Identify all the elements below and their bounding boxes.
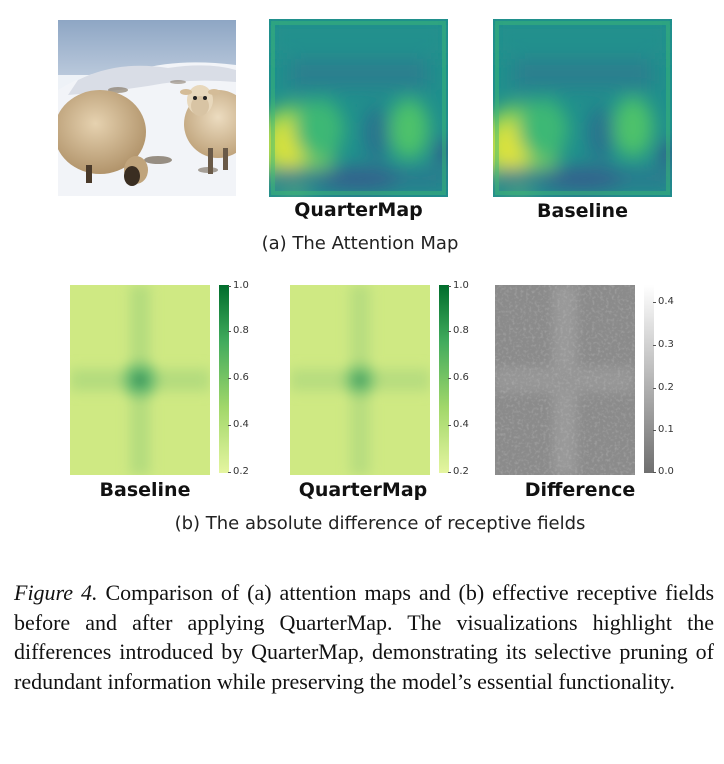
caption-text: Comparison of (a) attention maps and (b)… — [14, 580, 715, 694]
difference-heatmap — [495, 285, 635, 475]
tick-gray-2: 0.2 — [653, 382, 674, 393]
label-quartermap-a: QuarterMap — [294, 199, 423, 221]
subcaption-a: (a) The Attention Map — [261, 233, 459, 254]
tick-gray-0: 0.4 — [653, 296, 674, 307]
tick-green1-3: 0.4 — [228, 419, 249, 430]
receptive-field-baseline — [70, 285, 210, 475]
sheep-photo — [58, 20, 236, 196]
tick-green1-0: 1.0 — [228, 280, 249, 291]
receptive-field-quartermap — [290, 285, 430, 475]
label-baseline-b: Baseline — [99, 479, 191, 501]
attention-heatmap-quartermap — [269, 19, 448, 197]
tick-gray-4: 0.0 — [653, 466, 674, 477]
tick-green2-1: 0.8 — [448, 325, 469, 336]
tick-green2-4: 0.2 — [448, 466, 469, 477]
colorbar-green-1 — [219, 285, 229, 473]
label-quartermap-b: QuarterMap — [298, 479, 428, 501]
label-difference: Difference — [524, 479, 636, 501]
subcaption-b: (b) The absolute difference of receptive… — [174, 513, 586, 534]
tick-green1-4: 0.2 — [228, 466, 249, 477]
figure-caption: Figure 4. Comparison of (a) attention ma… — [14, 578, 714, 696]
receptive-field-heatmap-quartermap — [290, 285, 430, 475]
attention-heatmap-baseline — [493, 19, 672, 197]
attention-map-baseline — [493, 19, 672, 197]
tick-green1-2: 0.6 — [228, 372, 249, 383]
receptive-field-heatmap-baseline — [70, 285, 210, 475]
sheep-photo-drawing — [58, 20, 236, 196]
figure-label: Figure 4. — [14, 580, 98, 605]
tick-green1-1: 0.8 — [228, 325, 249, 336]
attention-map-quartermap — [269, 19, 448, 197]
colorbar-gray — [644, 285, 654, 473]
receptive-field-difference — [495, 285, 635, 475]
label-baseline-a: Baseline — [537, 200, 628, 222]
tick-gray-3: 0.1 — [653, 424, 674, 435]
colorbar-green-2 — [439, 285, 449, 473]
tick-green2-2: 0.6 — [448, 372, 469, 383]
tick-green2-3: 0.4 — [448, 419, 469, 430]
tick-green2-0: 1.0 — [448, 280, 469, 291]
tick-gray-1: 0.3 — [653, 339, 674, 350]
